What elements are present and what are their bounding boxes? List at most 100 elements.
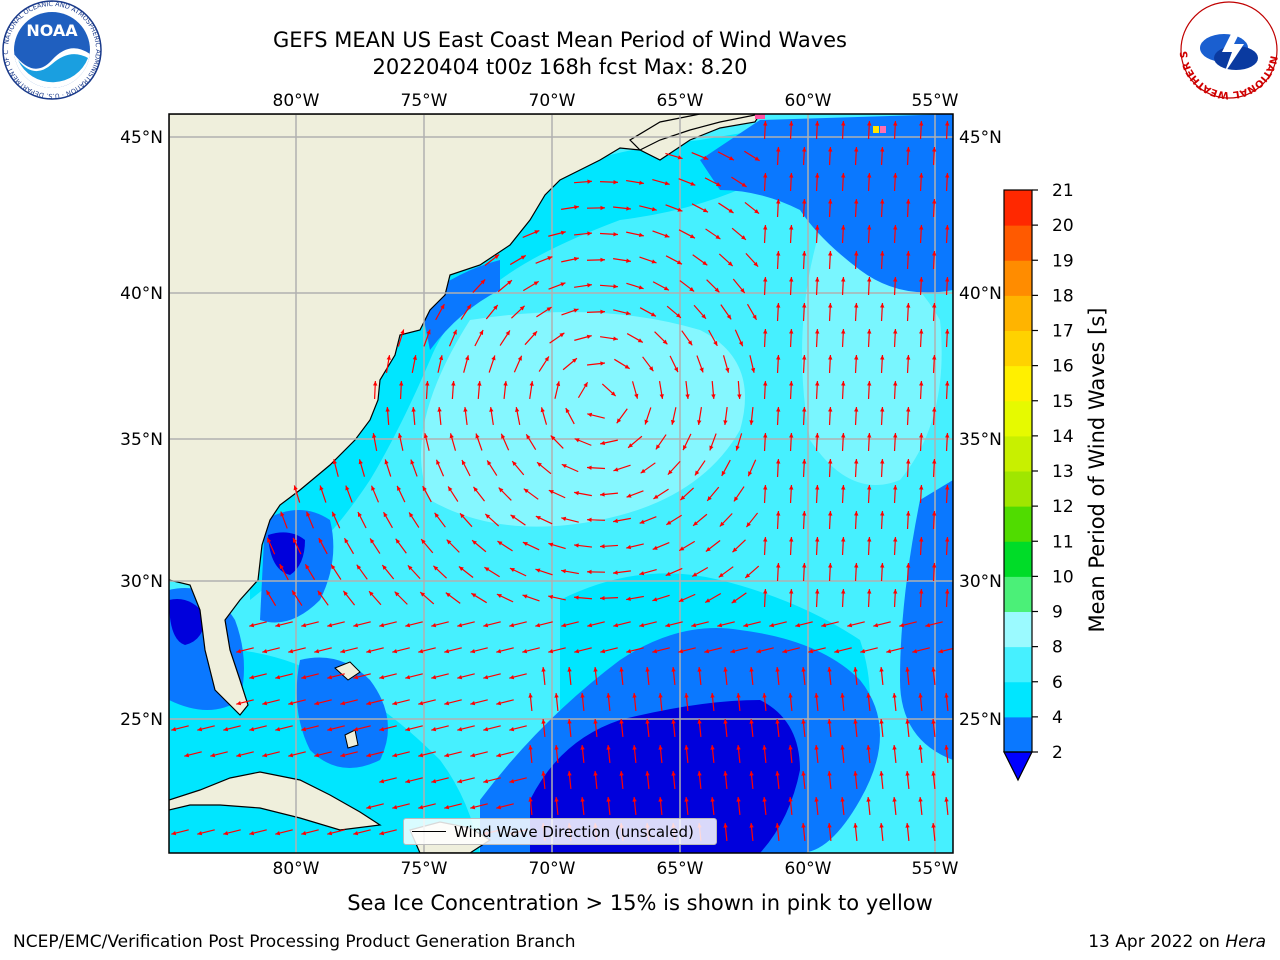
wind-wave-arrow <box>802 354 807 374</box>
wind-wave-arrow <box>541 718 546 738</box>
wind-wave-arrow <box>655 434 667 450</box>
wind-wave-arrow <box>554 796 559 816</box>
wind-wave-arrow <box>827 666 832 686</box>
wind-wave-arrow <box>500 433 510 451</box>
wind-wave-arrow <box>626 179 644 185</box>
wind-wave-arrow <box>612 206 632 211</box>
wind-wave-arrow <box>667 460 681 476</box>
wind-wave-arrow <box>457 777 475 784</box>
wind-wave-arrow <box>528 796 533 816</box>
wind-wave-arrow <box>613 621 631 628</box>
wind-wave-arrow <box>599 544 619 549</box>
wind-wave-arrow <box>626 333 644 343</box>
colorbar-segment <box>1004 576 1032 612</box>
wind-wave-arrow <box>319 485 327 503</box>
wind-wave-arrow <box>873 621 891 628</box>
wind-wave-arrow <box>732 278 746 294</box>
wind-wave-arrow <box>580 796 585 816</box>
wind-wave-arrow <box>932 458 937 478</box>
wind-wave-arrow <box>358 459 366 477</box>
wind-wave-arrow <box>236 751 254 758</box>
wind-wave-arrow <box>593 666 598 686</box>
wind-wave-arrow <box>554 381 561 399</box>
wind-wave-arrow <box>522 594 540 602</box>
wind-wave-arrow <box>522 229 540 239</box>
wind-wave-arrow <box>854 198 859 218</box>
wind-wave-arrow <box>801 822 806 842</box>
wind-wave-arrow <box>906 302 911 322</box>
wind-wave-arrow <box>522 280 540 292</box>
wind-wave-arrow <box>821 621 839 628</box>
wind-wave-arrow <box>392 751 410 758</box>
wind-wave-arrow <box>470 751 488 758</box>
wind-wave-arrow <box>535 568 553 576</box>
wind-wave-arrow <box>841 276 846 296</box>
wind-wave-arrow <box>385 355 391 373</box>
sea-ice-mark <box>880 126 886 133</box>
wind-wave-arrow <box>925 621 943 628</box>
wind-wave-arrow <box>763 380 768 400</box>
wind-wave-arrow <box>775 822 780 842</box>
wind-wave-arrow <box>565 407 575 425</box>
wind-wave-arrow <box>867 224 872 244</box>
wind-wave-arrow <box>788 692 793 712</box>
wind-wave-arrow <box>370 485 380 503</box>
wind-wave-arrow <box>418 647 436 654</box>
wind-wave-arrow <box>599 284 619 289</box>
wind-wave-arrow <box>666 305 682 319</box>
wind-wave-arrow <box>394 591 408 605</box>
wind-wave-arrow <box>710 692 715 712</box>
colorbar-tick-label: 6 <box>1052 673 1063 693</box>
wind-wave-arrow <box>407 564 421 580</box>
wind-wave-arrow <box>366 699 384 706</box>
wind-wave-arrow <box>776 562 781 582</box>
wind-wave-arrow <box>291 590 303 606</box>
wind-wave-arrow <box>408 512 420 528</box>
wind-wave-arrow <box>236 699 254 706</box>
wind-wave-arrow <box>411 355 417 373</box>
wind-wave-arrow <box>652 230 670 238</box>
lon-tick-label-bottom: 60°W <box>785 859 832 879</box>
wind-wave-arrow <box>446 539 460 553</box>
wind-wave-arrow <box>756 647 774 654</box>
wind-wave-arrow <box>353 621 371 628</box>
wind-wave-arrow <box>475 433 483 451</box>
wind-wave-arrow <box>814 744 819 764</box>
lat-tick-label-right: 30°N <box>959 572 1002 592</box>
wind-wave-arrow <box>893 276 898 296</box>
colorbar-tick-label: 4 <box>1052 708 1063 728</box>
colorbar-segment <box>1004 611 1032 648</box>
wind-wave-arrow <box>919 484 924 504</box>
wind-wave-arrow <box>535 515 553 525</box>
wind-wave-arrow <box>619 770 624 790</box>
wind-wave-arrow <box>828 302 833 322</box>
wind-wave-arrow <box>652 281 670 291</box>
wind-wave-arrow <box>879 666 884 686</box>
wind-wave-arrow <box>697 407 703 425</box>
wind-wave-arrow <box>541 770 546 790</box>
wind-wave-arrow <box>708 329 718 347</box>
wind-wave-arrow <box>841 224 846 244</box>
wind-wave-arrow <box>396 485 406 503</box>
wind-wave-arrow <box>719 513 733 527</box>
wind-wave-arrow <box>331 511 341 529</box>
zone-deep-blue-gulf <box>169 599 205 645</box>
wind-wave-arrow <box>197 829 215 836</box>
wind-wave-arrow <box>736 744 741 764</box>
wind-wave-arrow <box>459 512 473 528</box>
wind-wave-arrow <box>722 355 730 373</box>
wind-wave-arrow <box>893 432 898 452</box>
wind-wave-arrow <box>879 770 884 790</box>
wind-wave-arrow <box>704 177 722 187</box>
wind-wave-arrow <box>275 621 293 628</box>
wind-wave-arrow <box>422 485 432 503</box>
wind-wave-arrow <box>379 673 397 680</box>
wind-wave-arrow <box>548 542 566 550</box>
wind-wave-arrow <box>262 647 280 654</box>
wind-wave-arrow <box>262 751 280 758</box>
colorbar-tick-label: 16 <box>1052 357 1074 377</box>
wind-wave-arrow <box>197 725 215 732</box>
nws-logo: NATIONAL WEATHER SERVICE <box>1174 0 1280 104</box>
wind-wave-arrow <box>373 380 378 400</box>
wind-wave-arrow <box>749 822 754 842</box>
